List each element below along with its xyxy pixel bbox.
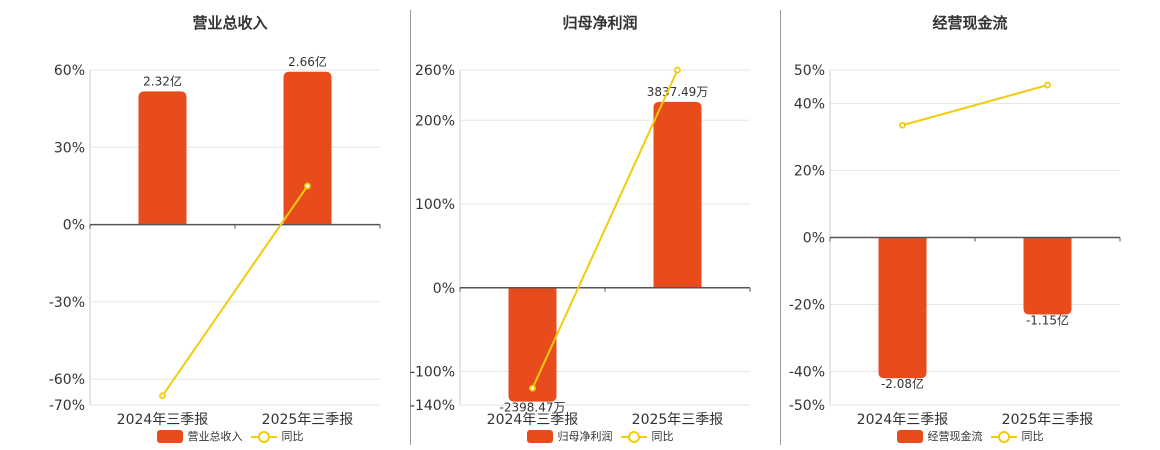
yoy-line <box>531 69 679 389</box>
legend-item-line[interactable]: 同比 <box>620 428 674 444</box>
x-tick-label: 2024年三季报 <box>487 412 579 428</box>
y-tick-label: -20% <box>789 298 825 314</box>
bar-value-label: 2.66亿 <box>288 54 327 69</box>
y-tick-label: -30% <box>49 295 85 311</box>
bar <box>878 237 927 379</box>
legend-line-icon <box>620 430 647 443</box>
legend-item-bar[interactable]: 营业总收入 <box>156 428 243 444</box>
y-tick-label: -60% <box>49 372 85 388</box>
chart-title: 归母净利润 <box>562 14 638 32</box>
legend-bar-swatch <box>526 429 553 443</box>
legend-line-icon <box>990 430 1017 443</box>
yoy-line <box>902 84 1048 127</box>
x-tick-label: 2025年三季报 <box>1002 412 1094 428</box>
legend: 归母净利润 同比 <box>410 428 790 444</box>
y-tick-label: 50% <box>794 63 825 79</box>
y-tick-label: 200% <box>415 113 455 129</box>
bar-value-label: -2.08亿 <box>881 376 924 391</box>
y-tick-label: -40% <box>789 365 825 381</box>
chart-title: 营业总收入 <box>192 14 268 32</box>
legend-item-bar[interactable]: 归母净利润 <box>526 428 613 444</box>
chart-svg: 260% 200% 100% 0% -100% -140% -2398.47万 3837.49… <box>410 63 751 428</box>
panel-divider <box>410 10 411 445</box>
bar-value-label: -2398.47万 <box>500 401 566 415</box>
bar-value-label: 2.32亿 <box>143 73 182 88</box>
legend-bar-label: 营业总收入 <box>187 430 243 443</box>
legend-line-label: 同比 <box>1021 430 1044 443</box>
yoy-point <box>159 392 166 400</box>
x-tick-label: 2024年三季报 <box>117 412 209 428</box>
yoy-point <box>1044 81 1051 89</box>
legend-item-line[interactable]: 同比 <box>990 428 1044 444</box>
y-tick-label: -70% <box>49 398 85 414</box>
legend-line-label: 同比 <box>281 430 304 443</box>
y-tick-label: 30% <box>54 140 85 156</box>
y-tick-label: 100% <box>415 197 455 213</box>
chart-panel-revenue: 营业总收入 60% 30% 0% -30% -60% -70% 2.32亿 2.66亿 2024… <box>40 0 420 450</box>
legend-bar-label: 经营现金流 <box>927 430 983 443</box>
legend: 经营现金流 同比 <box>780 428 1160 444</box>
yoy-point <box>304 182 311 190</box>
legend-item-line[interactable]: 同比 <box>250 428 304 444</box>
y-tick-label: 0% <box>803 231 825 247</box>
legend-bar-swatch <box>896 429 923 443</box>
x-tick-label: 2025年三季报 <box>632 412 724 428</box>
bar <box>138 91 187 225</box>
panel-divider <box>780 10 781 445</box>
legend-line-icon <box>250 430 277 443</box>
yoy-point <box>899 121 906 129</box>
legend: 营业总收入 同比 <box>40 428 420 444</box>
chart-panel-cash-flow: 经营现金流 50% 40% 20% 0% -20% -40% -50% -2.08亿 -1.15… <box>780 0 1160 450</box>
y-tick-label: 0% <box>63 218 85 234</box>
y-tick-label: -100% <box>410 365 455 381</box>
y-tick-label: 40% <box>794 97 825 113</box>
bar <box>1023 237 1072 315</box>
yoy-point <box>674 66 681 74</box>
chart-svg: 60% 30% 0% -30% -60% -70% 2.32亿 2.66亿 2024年三季报 20… <box>49 54 381 428</box>
x-tick-label: 2025年三季报 <box>262 412 354 428</box>
chart-title: 经营现金流 <box>932 14 1008 32</box>
yoy-point <box>529 384 536 392</box>
y-tick-label: 260% <box>415 63 455 79</box>
y-tick-label: 60% <box>54 63 85 79</box>
y-tick-label: 20% <box>794 164 825 180</box>
legend-bar-swatch <box>156 429 183 443</box>
y-tick-label: 0% <box>433 281 455 297</box>
bar-value-label: -1.15亿 <box>1026 313 1069 328</box>
chart-panel-net-profit: 归母净利润 260% 200% 100% 0% -100% -140% -2398.47万 3… <box>410 0 790 450</box>
x-tick-label: 2024年三季报 <box>857 412 949 428</box>
legend-line-label: 同比 <box>651 430 674 443</box>
yoy-line <box>161 185 309 397</box>
y-tick-label: -50% <box>789 398 825 414</box>
bar <box>283 71 332 225</box>
bar <box>508 287 557 402</box>
chart-svg: 50% 40% 20% 0% -20% -40% -50% -2.08亿 -1.15亿 2024年… <box>789 63 1121 428</box>
bar <box>653 101 702 288</box>
legend-item-bar[interactable]: 经营现金流 <box>896 428 983 444</box>
bar-value-label: 3837.49万 <box>647 85 709 99</box>
legend-bar-label: 归母净利润 <box>557 430 613 443</box>
y-tick-label: -140% <box>410 398 455 414</box>
